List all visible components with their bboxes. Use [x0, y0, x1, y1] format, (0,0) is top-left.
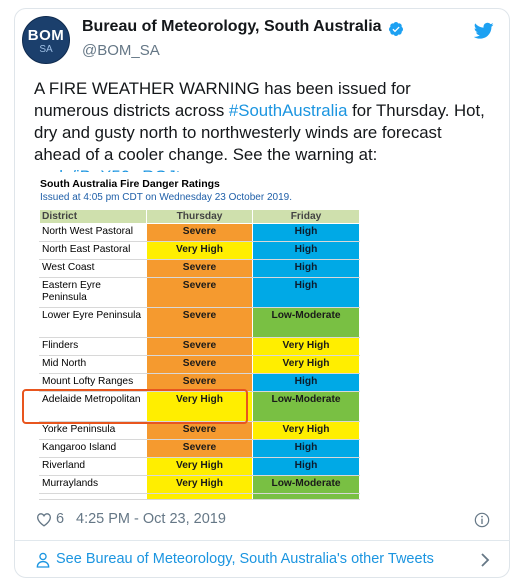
see-other-tweets-link[interactable]: See Bureau of Meteorology, South Austral…: [36, 551, 496, 571]
table-row: West Coast Severe High: [39, 259, 360, 278]
thursday-rating-cell: Severe: [146, 277, 253, 308]
avatar-text-sa: SA: [39, 44, 53, 55]
person-icon: [36, 552, 50, 568]
thursday-rating-cell: Very High: [146, 391, 253, 422]
friday-rating-cell: High: [252, 277, 360, 308]
column-header-district: District: [39, 209, 147, 224]
tweet-text-part2: for Thursday. Hot, dry and gusty north t…: [34, 101, 485, 164]
district-cell: Yorke Peninsula: [39, 421, 147, 440]
thursday-rating-cell: Severe: [146, 337, 253, 356]
partial-cell: [39, 493, 147, 500]
fire-danger-table: District Thursday Friday North West Past…: [39, 209, 360, 500]
district-cell: Lower Eyre Peninsula: [39, 307, 147, 338]
see-other-tweets-label: See Bureau of Meteorology, South Austral…: [56, 551, 434, 567]
district-cell: North West Pastoral: [39, 223, 147, 242]
info-icon[interactable]: [474, 512, 490, 528]
friday-rating-cell: Low-Moderate: [252, 307, 360, 338]
thursday-rating-cell: Severe: [146, 307, 253, 338]
account-handle[interactable]: @BOM_SA: [82, 42, 160, 59]
thursday-rating-cell: Severe: [146, 259, 253, 278]
highlight-box: [22, 389, 248, 424]
district-cell: Eastern Eyre Peninsula: [39, 277, 147, 308]
friday-rating-cell: Very High: [252, 421, 360, 440]
friday-rating-cell: High: [252, 457, 360, 476]
table-row: Murraylands Very High Low-Moderate: [39, 475, 360, 494]
fire-danger-issued: Issued at 4:05 pm CDT on Wednesday 23 Oc…: [40, 192, 293, 203]
district-cell: Mid North: [39, 355, 147, 374]
thursday-rating-cell: Very High: [146, 475, 253, 494]
footer-divider: [14, 540, 510, 541]
thursday-rating-cell: Severe: [146, 355, 253, 374]
friday-rating-cell: Very High: [252, 355, 360, 374]
account-name[interactable]: Bureau of Meteorology, South Australia: [82, 18, 382, 35]
tweet-timestamp[interactable]: 4:25 PM - Oct 23, 2019: [76, 511, 226, 527]
tweet-header: BOM SA Bureau of Meteorology, South Aust…: [22, 16, 494, 66]
table-row: Kangaroo Island Severe High: [39, 439, 360, 458]
table-row: Eastern Eyre Peninsula Severe High: [39, 277, 360, 308]
partial-cell: [146, 493, 253, 500]
fire-danger-ratings-image[interactable]: South Australia Fire Danger Ratings Issu…: [34, 172, 366, 500]
thursday-rating-cell: Severe: [146, 439, 253, 458]
partial-cell: [252, 493, 360, 500]
district-cell: Adelaide Metropolitan: [39, 391, 147, 422]
table-row: North West Pastoral Severe High: [39, 223, 360, 242]
fire-danger-title: South Australia Fire Danger Ratings: [40, 178, 220, 190]
heart-icon[interactable]: [36, 512, 52, 527]
tweet-meta: 6 4:25 PM - Oct 23, 2019: [36, 511, 496, 529]
tweet-text: A FIRE WEATHER WARNING has been issued f…: [34, 78, 486, 188]
verified-badge-icon: [388, 22, 403, 36]
district-cell: Murraylands: [39, 475, 147, 494]
friday-rating-cell: High: [252, 439, 360, 458]
table-row: Lower Eyre Peninsula Severe Low-Moderate: [39, 307, 360, 338]
district-cell: North East Pastoral: [39, 241, 147, 260]
thursday-rating-cell: Very High: [146, 457, 253, 476]
hashtag-link[interactable]: #SouthAustralia: [228, 101, 348, 120]
tweet-text-part1: A FIRE WEATHER WARNING has been issued f…: [34, 79, 411, 120]
avatar[interactable]: BOM SA: [22, 16, 70, 64]
thursday-rating-cell: Very High: [146, 241, 253, 260]
column-header-thursday: Thursday: [146, 209, 253, 224]
friday-rating-cell: Low-Moderate: [252, 475, 360, 494]
table-row: Adelaide Metropolitan Very High Low-Modera…: [39, 391, 360, 422]
table-row: Mount Lofty Ranges Severe High: [39, 373, 360, 392]
friday-rating-cell: High: [252, 241, 360, 260]
district-cell: Mount Lofty Ranges: [39, 373, 147, 392]
thursday-rating-cell: Severe: [146, 223, 253, 242]
friday-rating-cell: Very High: [252, 337, 360, 356]
friday-rating-cell: High: [252, 373, 360, 392]
friday-rating-cell: High: [252, 223, 360, 242]
table-row: Riverland Very High High: [39, 457, 360, 476]
chevron-right-icon: [481, 553, 490, 567]
friday-rating-cell: Low-Moderate: [252, 391, 360, 422]
table-row-partial: [39, 493, 360, 500]
thursday-rating-cell: Severe: [146, 421, 253, 440]
avatar-text-bom: BOM: [27, 27, 65, 44]
district-cell: Flinders: [39, 337, 147, 356]
table-row: North East Pastoral Very High High: [39, 241, 360, 260]
table-row: Mid North Severe Very High: [39, 355, 360, 374]
like-count[interactable]: 6: [56, 511, 65, 527]
district-cell: Kangaroo Island: [39, 439, 147, 458]
friday-rating-cell: High: [252, 259, 360, 278]
district-cell: Riverland: [39, 457, 147, 476]
district-cell: West Coast: [39, 259, 147, 278]
table-row: Flinders Severe Very High: [39, 337, 360, 356]
thursday-rating-cell: Severe: [146, 373, 253, 392]
column-header-friday: Friday: [252, 209, 360, 224]
table-row: Yorke Peninsula Severe Very High: [39, 421, 360, 440]
twitter-bird-icon[interactable]: [474, 22, 494, 40]
